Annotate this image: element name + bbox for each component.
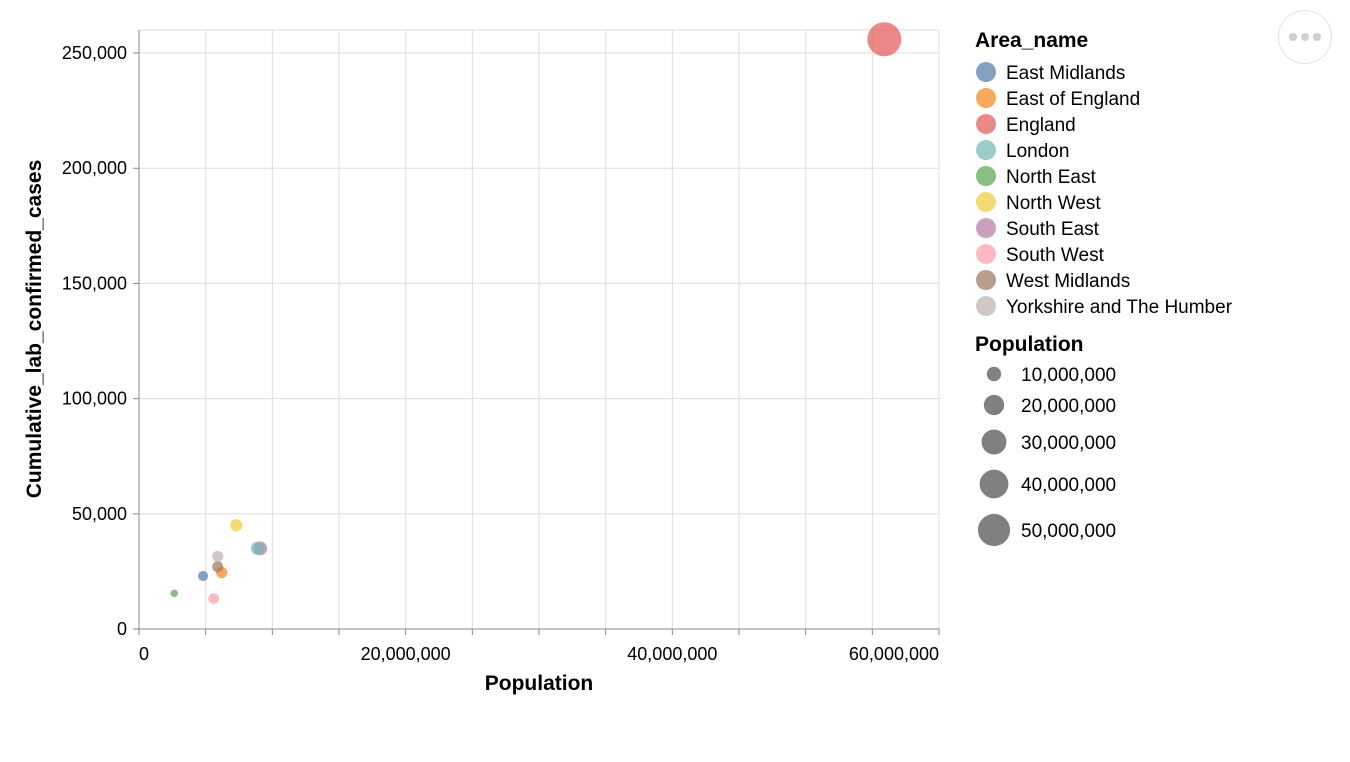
more-actions-button[interactable]: [1278, 10, 1332, 64]
size-legend-label: 20,000,000: [1021, 396, 1116, 417]
y-tick-label: 0: [117, 619, 127, 639]
size-legend-label: 40,000,000: [1021, 475, 1116, 496]
data-point: [230, 519, 243, 532]
y-tick-label: 200,000: [62, 158, 127, 178]
color-legend: Area_name East Midlands East of England En…: [975, 29, 1233, 318]
ellipsis-dot: [1301, 33, 1309, 41]
size-legend-label: 10,000,000: [1021, 365, 1116, 386]
legend-swatch: [976, 62, 996, 82]
y-axis-title: Cumulative_lab_confirmed_cases: [23, 160, 46, 498]
legend-swatch: [976, 114, 996, 134]
legend-label: South West: [1006, 245, 1105, 266]
ellipsis-icon: [1289, 33, 1297, 41]
y-tick-label: 50,000: [72, 504, 127, 524]
legend-label: London: [1006, 141, 1069, 162]
color-legend-title: Area_name: [975, 29, 1088, 52]
x-tick-label: 20,000,000: [361, 644, 451, 664]
size-legend-title: Population: [975, 333, 1084, 356]
axes: 0 50,000 100,000 150,000 200,000 250,000 0 20,0…: [62, 30, 940, 664]
size-legend-label: 30,000,000: [1021, 433, 1116, 454]
data-point: [212, 550, 224, 562]
legend-label: Yorkshire and The Humber: [1006, 297, 1233, 318]
data-point: [250, 541, 265, 556]
data-point: [170, 589, 179, 597]
data-point: [198, 571, 208, 581]
size-legend-symbol: [986, 366, 1002, 382]
legend-label: West Midlands: [1006, 271, 1130, 292]
y-tick-label: 150,000: [62, 273, 127, 293]
legend-swatch: [976, 166, 996, 186]
x-axis-title: Population: [485, 672, 594, 695]
size-legend-symbol: [979, 469, 1009, 499]
data-points: [170, 22, 902, 604]
legend-label: North East: [1006, 167, 1096, 188]
legend-label: England: [1006, 115, 1076, 136]
legend-swatch: [976, 270, 996, 290]
legend-label: East of England: [1006, 89, 1140, 110]
legend-swatch: [976, 88, 996, 108]
legend-swatch: [976, 218, 996, 238]
grid-lines: [138, 29, 940, 630]
y-tick-label: 250,000: [62, 43, 127, 63]
legend-label: South East: [1006, 219, 1100, 240]
size-legend-symbol: [977, 513, 1011, 547]
legend-swatch: [976, 192, 996, 212]
legend-label: East Midlands: [1006, 63, 1125, 84]
data-point: [867, 22, 902, 57]
x-tick-label: 0: [139, 644, 149, 664]
x-tick-label: 60,000,000: [849, 644, 939, 664]
legend-swatch: [976, 140, 996, 160]
size-legend-symbol: [983, 394, 1005, 416]
y-tick-label: 100,000: [62, 389, 127, 409]
size-legend-symbol: [981, 429, 1007, 455]
data-point: [208, 593, 220, 604]
size-legend: Population 10,000,000 20,000,000 30,000,00…: [975, 333, 1116, 547]
x-tick-label: 40,000,000: [627, 644, 717, 664]
legend-label: North West: [1006, 193, 1101, 214]
legend-swatch: [976, 296, 996, 316]
size-legend-label: 50,000,000: [1021, 521, 1116, 542]
ellipsis-dot: [1313, 33, 1321, 41]
legend-swatch: [976, 244, 996, 264]
data-point: [212, 561, 224, 573]
